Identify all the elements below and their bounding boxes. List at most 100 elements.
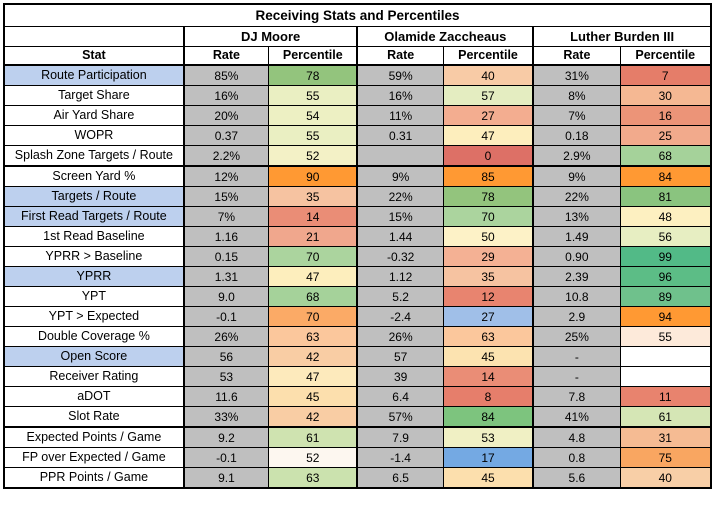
- rate-cell: 22%: [356, 186, 444, 207]
- percentile-cell: 35: [268, 186, 358, 207]
- percentile-cell: 90: [268, 165, 358, 187]
- percentile-cell: 68: [619, 145, 712, 167]
- table-row: YPT > Expected -0.1 70 -2.4 27 2.9 94: [3, 306, 712, 327]
- rate-cell: 4.8: [532, 426, 621, 448]
- percentile-cell: 40: [442, 64, 534, 86]
- rate-cell: 13%: [532, 206, 621, 227]
- stat-label: YPT > Expected: [3, 306, 185, 327]
- rate-cell: 0.8: [532, 447, 621, 468]
- player-name-dj-moore: DJ Moore: [182, 26, 358, 47]
- table-row: Screen Yard % 12% 90 9% 85 9% 84: [3, 165, 712, 187]
- percentile-cell: 12: [442, 286, 534, 307]
- percentile-cell: 84: [442, 406, 534, 428]
- player-name-olamide-zaccheaus: Olamide Zaccheaus: [356, 26, 534, 47]
- rate-cell: 57%: [356, 406, 444, 428]
- rate-cell: 9%: [356, 165, 444, 187]
- table-row: YPT 9.0 68 5.2 12 10.8 89: [3, 286, 712, 307]
- table-row: FP over Expected / Game -0.1 52 -1.4 17 0.8 75: [3, 447, 712, 468]
- table-row: 1st Read Baseline 1.16 21 1.44 50 1.49 56: [3, 226, 712, 247]
- table-row: Open Score 56 42 57 45-: [3, 346, 712, 367]
- stat-label: Receiver Rating: [3, 366, 185, 387]
- percentile-cell: 30: [619, 85, 712, 106]
- percentile-cell: 47: [268, 366, 358, 387]
- table-row: aDOT 11.6 45 6.4 8 7.8 11: [3, 386, 712, 407]
- stat-label: Expected Points / Game: [3, 426, 185, 448]
- rate-cell: 0.31: [356, 125, 444, 146]
- percentile-cell: 45: [442, 467, 534, 489]
- percentile-cell: 53: [442, 426, 534, 448]
- percentile-cell: 31: [619, 426, 712, 448]
- rate-header-olamide-zaccheaus: Rate: [356, 46, 444, 66]
- stat-label: Target Share: [3, 85, 185, 106]
- rate-cell: 7.8: [532, 386, 621, 407]
- column-header-row: Stat Rate Percentile Rate Percentile Rat…: [3, 46, 712, 66]
- stat-label: Air Yard Share: [3, 105, 185, 126]
- percentile-header-dj-moore: Percentile: [268, 46, 358, 66]
- rate-cell: 20%: [182, 105, 270, 126]
- percentile-cell: 11: [619, 386, 712, 407]
- stat-label: YPT: [3, 286, 185, 307]
- stat-label: Open Score: [3, 346, 185, 367]
- percentile-cell: 52: [268, 447, 358, 468]
- rate-cell: -1.4: [356, 447, 444, 468]
- player-name-luther-burden-iii: Luther Burden III: [532, 26, 712, 47]
- rate-cell: 6.4: [356, 386, 444, 407]
- table-row: Air Yard Share 20% 54 11% 27 7% 16: [3, 105, 712, 126]
- rate-cell: 31%: [532, 64, 621, 86]
- stat-label: Double Coverage %: [3, 326, 185, 347]
- rate-cell: 5.2: [356, 286, 444, 307]
- percentile-cell: 47: [442, 125, 534, 146]
- rate-cell: 9%: [532, 165, 621, 187]
- stat-column-header: Stat: [3, 46, 185, 66]
- title-row: Receiving Stats and Percentiles: [3, 3, 712, 27]
- rate-cell: 11%: [356, 105, 444, 126]
- percentile-cell: 68: [268, 286, 358, 307]
- percentile-cell: 17: [442, 447, 534, 468]
- percentile-cell: 63: [268, 467, 358, 489]
- rate-cell: -2.4: [356, 306, 444, 327]
- rate-cell: 1.49: [532, 226, 621, 247]
- table-row: Slot Rate 33% 42 57% 84 41% 61: [3, 406, 712, 428]
- rate-cell: 56: [182, 346, 270, 367]
- percentile-cell: [619, 346, 712, 367]
- rate-cell: 85%: [182, 64, 270, 86]
- percentile-header-luther-burden-iii: Percentile: [619, 46, 712, 66]
- rate-cell: 11.6: [182, 386, 270, 407]
- rate-cell: 7.9: [356, 426, 444, 448]
- rate-cell: -0.1: [182, 447, 270, 468]
- rate-cell: 2.39: [532, 266, 621, 287]
- rate-cell: 2.9%: [532, 145, 621, 167]
- rate-header-luther-burden-iii: Rate: [532, 46, 621, 66]
- rate-cell: -0.32: [356, 246, 444, 267]
- player-name-row: DJ Moore Olamide Zaccheaus Luther Burden…: [3, 26, 712, 47]
- stat-label: FP over Expected / Game: [3, 447, 185, 468]
- rate-cell: 41%: [532, 406, 621, 428]
- stat-label: WOPR: [3, 125, 185, 146]
- percentile-cell: 61: [619, 406, 712, 428]
- table-title: Receiving Stats and Percentiles: [3, 3, 712, 27]
- percentile-cell: 8: [442, 386, 534, 407]
- percentile-cell: 54: [268, 105, 358, 126]
- rate-cell: 1.12: [356, 266, 444, 287]
- percentile-cell: 27: [442, 306, 534, 327]
- percentile-cell: 94: [619, 306, 712, 327]
- percentile-cell: 0: [442, 145, 534, 167]
- percentile-cell: 81: [619, 186, 712, 207]
- percentile-cell: 45: [442, 346, 534, 367]
- percentile-cell: 35: [442, 266, 534, 287]
- rate-cell: 12%: [182, 165, 270, 187]
- stat-label: Targets / Route: [3, 186, 185, 207]
- rate-cell: 1.16: [182, 226, 270, 247]
- percentile-cell: 70: [268, 306, 358, 327]
- table-row: Route Participation 85% 78 59% 40 31% 7: [3, 64, 712, 86]
- percentile-cell: 70: [268, 246, 358, 267]
- rate-cell: 2.2%: [182, 145, 270, 167]
- rate-cell: 15%: [356, 206, 444, 227]
- percentile-cell: 29: [442, 246, 534, 267]
- percentile-cell: 47: [268, 266, 358, 287]
- percentile-cell: 75: [619, 447, 712, 468]
- rate-cell: 25%: [532, 326, 621, 347]
- receiving-stats-table: Receiving Stats and Percentiles DJ Moore…: [3, 3, 712, 489]
- rate-cell: 9.2: [182, 426, 270, 448]
